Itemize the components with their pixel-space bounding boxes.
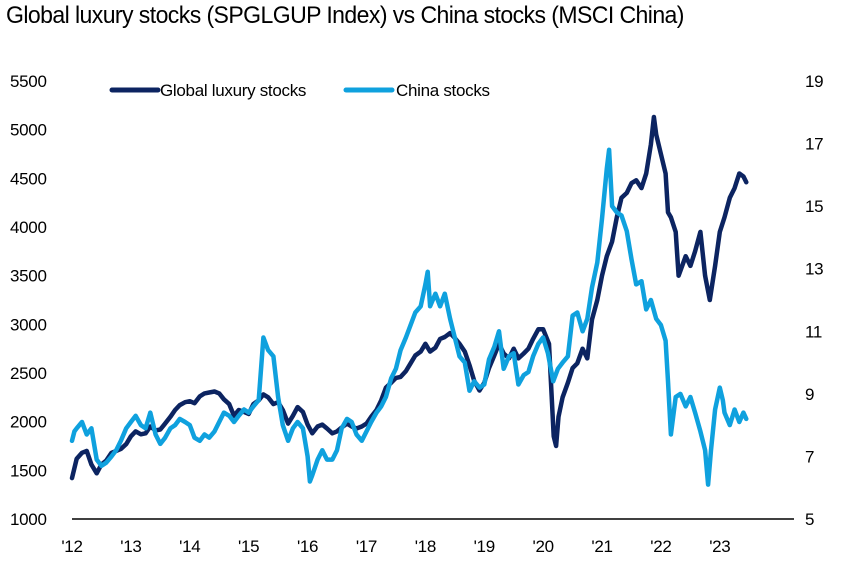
y-left-tick-label: 3000 (10, 315, 47, 334)
x-tick-label: '21 (591, 537, 612, 556)
x-tick-label: '22 (650, 537, 671, 556)
y-left-tick-label: 1500 (10, 461, 47, 480)
y-right-tick-label: 19 (805, 72, 823, 91)
series-line-global-luxury-stocks (69, 114, 749, 481)
x-tick-label: '12 (61, 537, 82, 556)
y-left-tick-label: 5500 (10, 72, 47, 91)
y-right-tick-label: 13 (805, 260, 823, 279)
x-tick-label: '15 (238, 537, 259, 556)
y-left-tick-label: 2500 (10, 364, 47, 383)
legend-label: Global luxury stocks (160, 81, 306, 100)
x-tick-label: '13 (120, 537, 141, 556)
series-line-china-stocks (69, 147, 749, 487)
y-left-tick-label: 2000 (10, 413, 47, 432)
y-left-tick-label: 1000 (10, 510, 47, 529)
chart-title: Global luxury stocks (SPGLGUP Index) vs … (6, 2, 684, 29)
x-tick-label: '19 (474, 537, 495, 556)
legend: Global luxury stocks China stocks (109, 81, 490, 100)
series-layer (69, 114, 749, 487)
y-left-tick-label: 3500 (10, 267, 47, 286)
y-left-tick-label: 4000 (10, 218, 47, 237)
legend-label: China stocks (396, 81, 490, 100)
y-right-tick-label: 9 (805, 385, 814, 404)
y-right-tick-label: 7 (805, 447, 814, 466)
axis-layer: 1000 1500 2000 2500 3000 3500 4000 4500 5000 5500… (10, 72, 824, 556)
y-right-tick-label: 5 (805, 510, 814, 529)
y-right-tick-label: 11 (805, 322, 822, 341)
y-left-tick-label: 5000 (10, 121, 47, 140)
y-left-tick-label: 4500 (10, 169, 47, 188)
y-right-tick-label: 15 (805, 197, 823, 216)
x-tick-label: '20 (533, 537, 554, 556)
x-tick-label: '23 (709, 537, 730, 556)
y-right-tick-label: 17 (805, 135, 823, 154)
x-tick-label: '17 (356, 537, 377, 556)
x-tick-label: '18 (415, 537, 436, 556)
x-tick-label: '14 (179, 537, 200, 556)
x-tick-label: '16 (297, 537, 318, 556)
